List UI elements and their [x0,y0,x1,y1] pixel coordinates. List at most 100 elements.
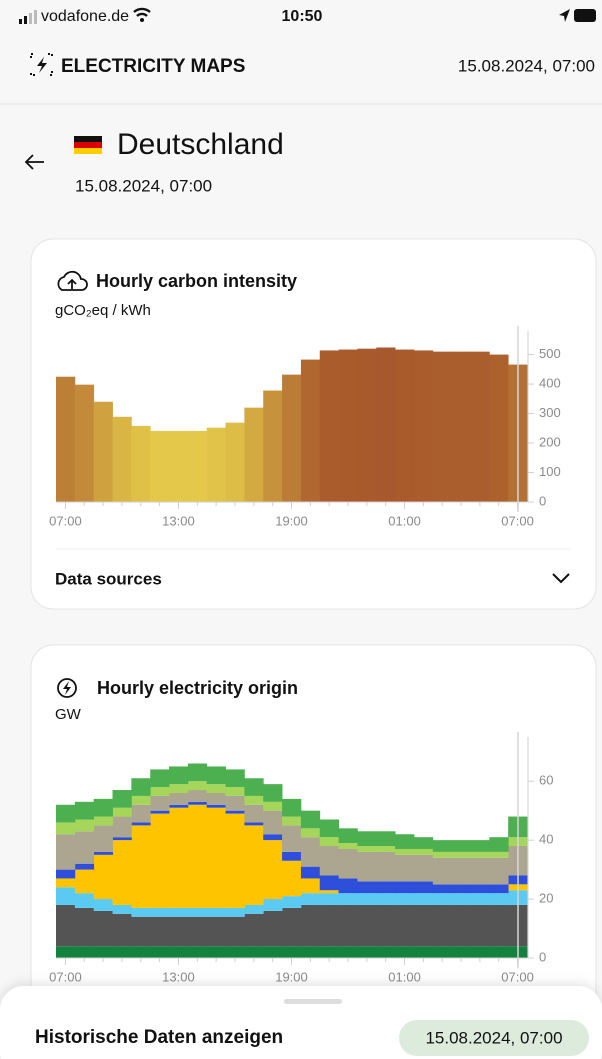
bar [225,422,245,502]
area-segment [282,798,302,817]
area-segment [150,787,170,796]
pill-datetime: 15.08.2024, 07:00 [425,1028,562,1047]
area-segment [376,904,396,947]
area-segment [244,822,264,826]
area-segment [56,946,76,958]
area-segment [112,840,132,905]
y-tick-label: 200 [539,434,561,449]
x-tick-label: 07:00 [501,969,534,984]
bar [263,390,283,502]
area-segment [131,946,151,958]
bar [169,430,189,502]
area-segment [489,851,509,858]
area-segment [338,878,358,894]
area-segment [376,831,396,847]
handle[interactable] [284,999,342,1004]
bar [470,351,490,502]
area-segment [413,946,434,958]
area-segment [300,866,321,879]
x-tick-label: 07:00 [501,513,534,528]
y-tick-label: 500 [539,346,561,361]
area-segment [169,807,189,908]
area-segment [187,781,208,791]
area-segment [489,837,509,852]
date-pill[interactable] [399,1020,589,1056]
area-segment [187,916,208,947]
bar [300,359,321,502]
logo [30,53,53,76]
area-segment [206,807,226,908]
x-tick-label: 13:00 [162,969,195,984]
area-segment [131,825,151,908]
area-segment [319,819,339,838]
area-segment [282,860,302,897]
zone-datetime: 15.08.2024, 07:00 [75,176,212,195]
area-segment [150,813,170,908]
bar [395,349,415,502]
area-segment [470,857,490,885]
area-segment [263,946,283,958]
area-segment [319,837,339,847]
flag [74,136,102,154]
area-segment [56,804,76,823]
y-tick-label: 20 [539,891,553,906]
area-segment [395,893,415,905]
area-segment [451,893,471,905]
area-segment [376,881,396,894]
area-segment [282,946,302,958]
bar [489,354,509,502]
area-segment [263,801,283,811]
area-segment [93,816,113,826]
area-segment [112,904,132,914]
area-segment [74,893,95,908]
area-segment [187,804,208,908]
area-segment [131,822,151,826]
area-segment [263,810,283,835]
area-segment [470,851,490,858]
area-segment [300,828,321,838]
area-segment [413,881,434,894]
area-segment [131,804,151,823]
clock: 10:50 [282,8,323,25]
back-button[interactable] [24,154,44,170]
area-segment [376,893,396,905]
x-tick-label: 01:00 [388,969,421,984]
top-bar [0,0,602,104]
area-segment [112,790,132,808]
x-tick-label: 19:00 [275,969,308,984]
bar [206,427,226,502]
area-segment [376,851,396,882]
area-segment [225,787,245,796]
area-segment [225,810,245,814]
area-segment [263,834,283,841]
area-segment [112,807,132,817]
area-segment [357,846,377,852]
bar [319,350,339,502]
wifi-icon [133,7,151,17]
area-segment [263,784,283,802]
area-segment [451,851,471,858]
area-segment [56,904,76,947]
chart-title: Hourly carbon intensity [96,271,297,291]
area-segment [470,946,490,958]
area-segment [432,904,453,947]
area-segment [56,822,76,835]
y-tick-label: 100 [539,464,561,479]
bar [413,350,434,502]
area-segment [470,884,490,894]
area-segment [93,899,113,911]
cloud-icon [57,270,88,291]
bar [357,348,377,502]
x-tick-label: 13:00 [162,513,195,528]
area-segment [357,851,377,882]
area-segment [300,946,321,958]
data-sources[interactable]: Data sources [55,569,162,588]
area-segment [131,795,151,805]
bar [376,347,396,502]
area-segment [300,878,321,894]
area-segment [56,834,76,870]
chevron[interactable] [552,573,570,584]
area-segment [244,913,264,947]
area-segment [395,904,415,947]
